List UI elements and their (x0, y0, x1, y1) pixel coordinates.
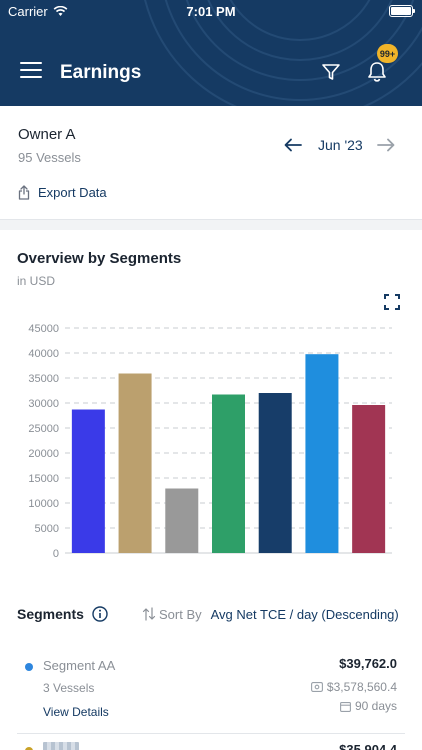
segment-name: Segment AA (43, 658, 116, 673)
y-tick-label: 25000 (28, 423, 59, 435)
y-tick-label: 30000 (28, 398, 59, 410)
export-label: Export Data (38, 185, 107, 200)
bar (305, 354, 339, 553)
segment-row[interactable]: $35,904.4 (0, 738, 422, 750)
carrier-indicator: Carrier (8, 4, 68, 19)
y-tick-label: 35000 (28, 373, 59, 385)
status-bar: Carrier 7:01 PM (0, 0, 422, 22)
info-icon[interactable] (92, 606, 108, 622)
bar (352, 405, 386, 553)
segment-amount: $35,904.4 (339, 742, 397, 750)
bell-icon[interactable] (366, 60, 388, 84)
y-tick-label: 5000 (35, 523, 59, 535)
page-title: Earnings (60, 62, 142, 83)
segments-title: Segments (17, 606, 84, 622)
sort-label: Sort By (159, 606, 202, 622)
filter-icon[interactable] (321, 62, 341, 82)
segment-days-value: 90 days (354, 699, 397, 713)
wifi-icon (53, 6, 68, 16)
segment-color-dot (25, 747, 33, 750)
view-details-link[interactable]: View Details (43, 705, 109, 719)
segment-vessels: 3 Vessels (43, 681, 95, 695)
segment-total: $3,578,560.4 (310, 680, 397, 694)
y-tick-label: 0 (53, 548, 59, 560)
bar (165, 488, 199, 553)
segment-total-value: $3,578,560.4 (326, 680, 397, 694)
segments-header: Segments Sort By Avg Net TCE / day (Desc… (17, 606, 407, 622)
expand-icon[interactable] (384, 294, 400, 310)
bar (212, 394, 245, 553)
bar (258, 393, 292, 553)
y-tick-label: 40000 (28, 348, 59, 360)
carrier-label: Carrier (8, 4, 48, 19)
row-divider (17, 733, 405, 734)
sort-icon (142, 607, 156, 621)
arrow-left-icon[interactable] (284, 138, 302, 152)
share-icon (18, 185, 30, 200)
header-pattern (144, 0, 422, 106)
app-header: Carrier 7:01 PM Earnings 99+ (0, 0, 422, 106)
battery-icon (389, 5, 415, 17)
vessel-count: 95 Vessels (18, 150, 81, 165)
period-navigator: Jun '23 (284, 137, 395, 153)
export-data-button[interactable]: Export Data (18, 185, 107, 200)
overview-card: Overview by Segments in USD 0 5000 10000 15… (0, 230, 422, 750)
arrow-right-icon[interactable] (376, 138, 395, 152)
overview-title: Overview by Segments (17, 250, 182, 267)
y-tick-label: 10000 (28, 498, 59, 510)
calendar-icon (340, 701, 351, 712)
bar (118, 373, 152, 553)
segment-days: 90 days (340, 699, 397, 713)
money-icon (310, 682, 323, 692)
segment-amount: $39,762.0 (339, 656, 397, 671)
owner-card: Owner A 95 Vessels Jun '23 Export Data (0, 106, 422, 220)
segment-row[interactable]: Segment AA 3 Vessels View Details $39,76… (0, 654, 422, 730)
sort-value[interactable]: Avg Net TCE / day (Descending) (210, 606, 399, 622)
segment-name-obscured (43, 742, 79, 750)
status-time: 7:01 PM (186, 4, 236, 19)
menu-button[interactable] (20, 62, 42, 80)
period-label[interactable]: Jun '23 (318, 137, 363, 153)
y-tick-label: 15000 (28, 473, 59, 485)
segment-color-dot (25, 663, 33, 671)
notification-badge: 99+ (377, 44, 398, 63)
sort-control[interactable]: Sort By Avg Net TCE / day (Descending) (142, 607, 399, 622)
owner-name: Owner A (18, 126, 76, 143)
segments-bar-chart: 0 5000 10000 15000 20000 25000 30000 35000 40000… (28, 323, 392, 560)
overview-subtitle: in USD (17, 274, 56, 288)
y-tick-label: 45000 (28, 323, 59, 335)
y-tick-label: 20000 (28, 448, 59, 460)
bar (71, 409, 105, 553)
